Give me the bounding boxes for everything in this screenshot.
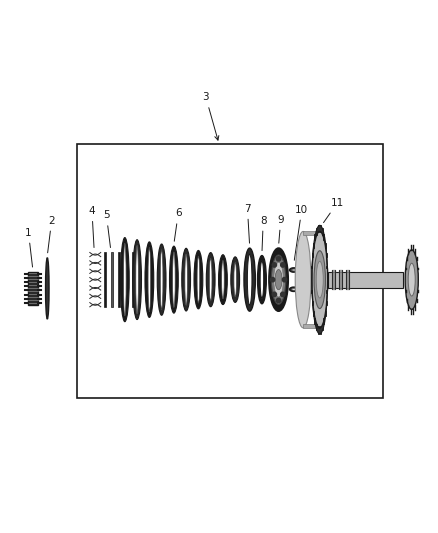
Text: 2: 2 — [48, 215, 55, 253]
Ellipse shape — [124, 243, 126, 316]
Ellipse shape — [120, 238, 129, 322]
Ellipse shape — [209, 259, 212, 301]
Text: 11: 11 — [324, 198, 344, 223]
Ellipse shape — [312, 231, 328, 328]
Ellipse shape — [46, 258, 49, 319]
Ellipse shape — [157, 244, 166, 315]
Ellipse shape — [185, 254, 187, 305]
Ellipse shape — [197, 256, 200, 303]
Circle shape — [270, 278, 275, 282]
Ellipse shape — [408, 263, 415, 296]
Bar — [132, 253, 134, 307]
Ellipse shape — [290, 287, 298, 292]
Text: 5: 5 — [103, 210, 110, 247]
Ellipse shape — [314, 251, 325, 309]
Polygon shape — [303, 231, 320, 235]
Ellipse shape — [271, 255, 286, 304]
Ellipse shape — [170, 246, 178, 313]
Bar — [28, 272, 38, 305]
Ellipse shape — [194, 251, 203, 309]
Circle shape — [272, 263, 276, 267]
Bar — [104, 253, 106, 307]
Text: 10: 10 — [294, 205, 308, 260]
Ellipse shape — [133, 240, 141, 320]
Circle shape — [281, 263, 285, 267]
Ellipse shape — [231, 257, 240, 302]
Bar — [328, 272, 403, 287]
Ellipse shape — [405, 250, 418, 310]
Text: 1: 1 — [25, 228, 32, 267]
Ellipse shape — [269, 248, 288, 311]
Bar — [125, 253, 127, 307]
Polygon shape — [303, 324, 320, 328]
Circle shape — [272, 292, 276, 296]
Ellipse shape — [247, 254, 252, 305]
Bar — [77, 144, 383, 398]
Text: 8: 8 — [260, 215, 267, 251]
Ellipse shape — [258, 255, 266, 304]
Circle shape — [276, 256, 281, 261]
Ellipse shape — [160, 249, 163, 310]
Ellipse shape — [295, 231, 311, 328]
Circle shape — [276, 298, 281, 303]
Ellipse shape — [222, 261, 224, 299]
Ellipse shape — [136, 245, 138, 314]
Ellipse shape — [234, 263, 237, 297]
Ellipse shape — [173, 252, 175, 308]
Ellipse shape — [145, 242, 154, 318]
Ellipse shape — [290, 268, 298, 272]
Text: 4: 4 — [88, 206, 95, 247]
Ellipse shape — [316, 261, 323, 298]
Ellipse shape — [275, 270, 282, 290]
Ellipse shape — [274, 262, 283, 297]
Ellipse shape — [148, 247, 151, 312]
Bar — [118, 253, 120, 307]
Text: 3: 3 — [202, 92, 219, 140]
Ellipse shape — [292, 269, 296, 271]
Ellipse shape — [260, 261, 264, 298]
Bar — [111, 253, 113, 307]
Text: 7: 7 — [244, 204, 251, 243]
Text: 6: 6 — [174, 208, 182, 241]
Ellipse shape — [219, 255, 227, 304]
Ellipse shape — [292, 288, 296, 290]
Circle shape — [281, 292, 285, 296]
Ellipse shape — [182, 248, 191, 311]
Text: 9: 9 — [277, 215, 284, 243]
Ellipse shape — [244, 248, 255, 311]
Circle shape — [283, 278, 287, 282]
Ellipse shape — [206, 253, 215, 306]
